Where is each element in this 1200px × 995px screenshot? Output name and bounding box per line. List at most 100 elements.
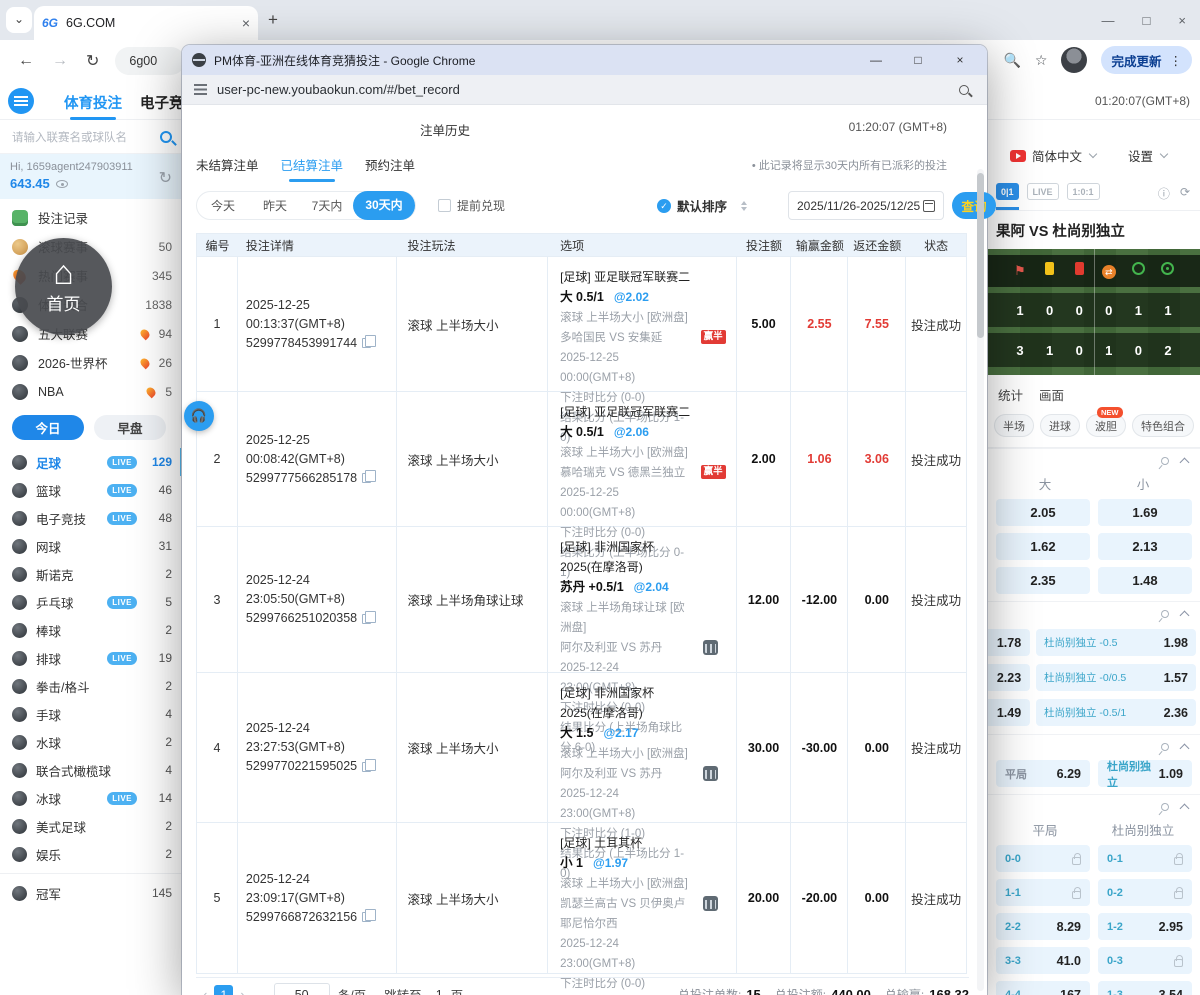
url-chip[interactable]: 6g00	[115, 47, 186, 75]
next-page-icon[interactable]: ›	[240, 987, 245, 995]
odds-away-button[interactable]: 杜尚别独立 -0.5 1.98	[1036, 629, 1196, 656]
pin-icon[interactable]	[1159, 454, 1171, 467]
odds-draw[interactable]: 平局 6.29	[996, 760, 1090, 787]
score-odds-button[interactable]: 0-0	[996, 845, 1090, 872]
tab-live-view[interactable]: LIVE	[1026, 183, 1059, 200]
settings-select[interactable]: 设置	[1128, 150, 1154, 164]
tab-screen[interactable]: 画面	[1039, 389, 1065, 403]
popup-close-button[interactable]: ×	[956, 53, 964, 67]
odds-away-button[interactable]: 杜尚别独立 -0/0.5 1.57	[1036, 664, 1196, 691]
popup-zoom-icon[interactable]	[959, 84, 969, 95]
sidebar-sport-item[interactable]: 斯诺克 2	[0, 560, 184, 588]
tab-close-icon[interactable]: ×	[241, 15, 250, 31]
copy-icon[interactable]	[362, 335, 377, 348]
browser-menu-icon[interactable]: ⋮	[1169, 53, 1183, 68]
reload-icon[interactable]: ↻	[86, 53, 100, 70]
info-icon[interactable]: ⓘ	[1157, 187, 1170, 201]
market-pill[interactable]: 半场	[994, 414, 1034, 437]
sidebar-sport-item[interactable]: 冠军 145	[0, 879, 184, 907]
range-option[interactable]: 7天内	[311, 199, 343, 213]
sidebar-sport-item[interactable]: 水球 2	[0, 728, 184, 756]
sidebar-sport-item[interactable]: 联合式橄榄球 4	[0, 756, 184, 784]
tab-today[interactable]: 今日	[12, 415, 84, 440]
sidebar-sport-item[interactable]: 美式足球 2	[0, 812, 184, 840]
sidebar-sport-item[interactable]: 拳击/格斗 2	[0, 672, 184, 700]
score-odds-button[interactable]: 1-3 3.54	[1098, 981, 1192, 995]
score-odds-button[interactable]: 0-2	[1098, 879, 1192, 906]
range-option[interactable]: 昨天	[262, 199, 287, 213]
copy-icon[interactable]	[362, 610, 377, 624]
popup-scrollbar[interactable]	[977, 169, 984, 991]
collapse-icon[interactable]	[1179, 457, 1190, 467]
copy-icon[interactable]	[362, 470, 377, 483]
tab-early-market[interactable]: 早盘	[94, 415, 166, 440]
sidebar-item-ledger[interactable]: 投注记录	[0, 203, 184, 232]
refresh-icon[interactable]: ⟳	[1179, 185, 1190, 199]
sidebar-sport-item[interactable]: 冰球 LIVE 14	[0, 784, 184, 812]
odds-over-button[interactable]: 2.35	[996, 567, 1090, 594]
home-float-button[interactable]: ⌂ 首页	[15, 238, 112, 335]
prev-page-icon[interactable]: ‹	[203, 987, 208, 995]
tab-search-icon[interactable]: ⌄	[6, 7, 32, 33]
record-tab[interactable]: 预约注单	[365, 159, 416, 173]
tab-stats-view[interactable]: 1:0:1	[1066, 183, 1100, 200]
sidebar-sport-item[interactable]: 手球 4	[0, 700, 184, 728]
score-odds-button[interactable]: 0-1	[1098, 845, 1192, 872]
site-logo-icon[interactable]	[8, 88, 34, 114]
collapse-icon[interactable]	[1179, 803, 1190, 813]
search-icon[interactable]	[160, 130, 172, 143]
league-search-input[interactable]: 请输入联赛名或球队名	[0, 120, 184, 154]
pin-icon[interactable]	[1159, 607, 1171, 620]
odds-home-button[interactable]: 1.78	[988, 629, 1030, 656]
tab-statistics[interactable]: 统计	[998, 389, 1024, 403]
pin-icon[interactable]	[1159, 740, 1171, 753]
odds-home-button[interactable]: 1.49	[988, 699, 1030, 726]
sidebar-sport-item[interactable]: 足球 LIVE 129	[0, 448, 184, 476]
score-odds-button[interactable]: 1-1	[996, 879, 1090, 906]
forward-icon[interactable]: →	[52, 52, 68, 69]
record-tab[interactable]: 未结算注单	[196, 159, 259, 173]
window-maximize-button[interactable]: □	[1142, 12, 1151, 28]
window-minimize-button[interactable]: —	[1101, 12, 1115, 28]
sidebar-sport-item[interactable]: 篮球 LIVE 46	[0, 476, 184, 504]
odds-away-button[interactable]: 杜尚别独立 -0.5/1 2.36	[1036, 699, 1196, 726]
browser-tab[interactable]: 6G 6G.COM ×	[34, 6, 258, 40]
score-odds-button[interactable]: 4-4 167	[996, 981, 1090, 995]
pin-icon[interactable]	[1159, 800, 1171, 813]
odds-over-button[interactable]: 1.62	[996, 533, 1090, 560]
score-odds-button[interactable]: 3-3 41.0	[996, 947, 1090, 974]
site-info-icon[interactable]	[194, 84, 207, 95]
refresh-balance-icon[interactable]: ↻	[158, 170, 172, 187]
market-pill[interactable]: 进球	[1040, 414, 1080, 437]
score-odds-button[interactable]: 1-2 2.95	[1098, 913, 1192, 940]
profile-avatar[interactable]	[1061, 47, 1088, 73]
cashout-filter[interactable]: 提前兑现	[438, 197, 505, 214]
chat-float-icon[interactable]: 🎧	[184, 401, 214, 431]
sidebar-sport-item[interactable]: 乒乓球 LIVE 5	[0, 588, 184, 616]
sidebar-sport-item[interactable]: 电子竞技 LIVE 48	[0, 504, 184, 532]
odds-under-button[interactable]: 2.13	[1098, 533, 1192, 560]
popup-urlbar[interactable]: user-pc-new.youbaokun.com/#/bet_record	[182, 75, 987, 105]
sidebar-sport-item[interactable]: 棒球 2	[0, 616, 184, 644]
range-option[interactable]: 30天内	[353, 191, 415, 220]
score-odds-button[interactable]: 2-2 8.29	[996, 913, 1090, 940]
range-option[interactable]: 今天	[210, 199, 235, 213]
popup-minimize-button[interactable]: —	[870, 53, 882, 67]
sidebar-sport-item[interactable]: 娱乐 2	[0, 840, 184, 868]
popup-titlebar[interactable]: PM体育-亚洲在线体育竞猜投注 - Google Chrome — □ ×	[182, 45, 987, 75]
market-pill[interactable]: 波胆 NEW	[1086, 407, 1126, 437]
per-page-select[interactable]: 50	[273, 982, 330, 995]
language-select[interactable]: 简体中文	[1032, 150, 1083, 164]
odds-under-button[interactable]: 1.48	[1098, 567, 1192, 594]
collapse-icon[interactable]	[1179, 610, 1190, 620]
date-range-picker[interactable]: 2025/11/26-2025/12/25	[788, 191, 944, 220]
tab-score-view[interactable]: 0|1	[996, 183, 1019, 210]
sort-select[interactable]: ✓ 默认排序	[649, 191, 761, 220]
market-pill[interactable]: 特色组合	[1132, 414, 1194, 437]
collapse-icon[interactable]	[1179, 743, 1190, 753]
page-number[interactable]: 1	[214, 985, 234, 995]
zoom-icon[interactable]: 🔍	[1003, 51, 1021, 68]
sidebar-sport-item[interactable]: 排球 LIVE 19	[0, 644, 184, 672]
sidebar-sport-item[interactable]: 网球 31	[0, 532, 184, 560]
sidebar-item-worldcup[interactable]: 2026-世界杯 26	[0, 348, 184, 377]
